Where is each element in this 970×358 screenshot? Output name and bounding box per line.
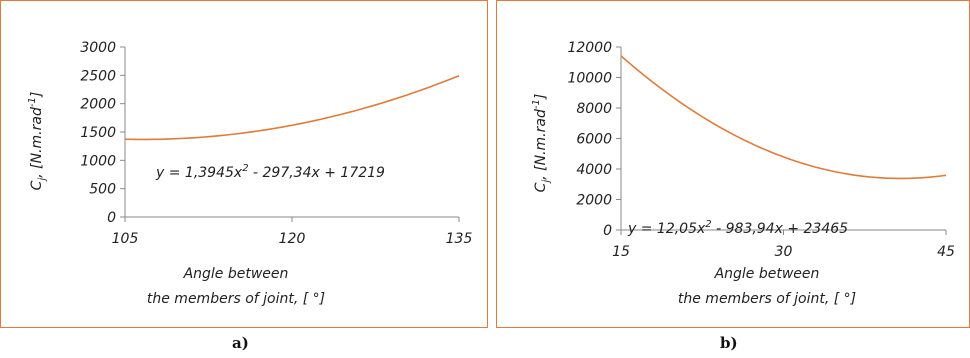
chart-b-y-tick-label: 10000 <box>567 71 612 87</box>
caption-b: b) <box>720 334 738 352</box>
chart-b-y-tick-label: 12000 <box>567 40 612 56</box>
chart-panel-a: 0 500 1000 1500 2000 2500 3000 105 120 135 y = 1… <box>0 0 488 328</box>
chart-a-x-ticks: 105 120 135 <box>112 217 473 247</box>
chart-a-x-tick-label: 105 <box>112 231 139 247</box>
chart-b-svg: 0 2000 4000 6000 8000 10000 12000 15 30 45 y = 1… <box>531 40 955 307</box>
chart-a-y-tick-label: 2000 <box>80 97 116 113</box>
chart-a-y-tick-label: 0 <box>107 210 116 226</box>
chart-b-y-tick-label: 2000 <box>576 193 612 209</box>
chart-a-equation: y = 1,3945x2 - 297,34x + 17219 <box>155 163 385 181</box>
chart-a-x-tick-label: 135 <box>446 231 473 247</box>
chart-a-y-tick-label: 500 <box>89 182 116 198</box>
chart-b-x-tick-label: 15 <box>612 244 630 260</box>
chart-b-axes <box>620 47 946 231</box>
chart-b-series-line <box>620 55 947 180</box>
chart-b-x-ticks: 15 30 45 <box>612 230 955 260</box>
chart-b-y-ticks: 0 2000 4000 6000 8000 10000 12000 <box>567 40 621 239</box>
chart-a-xlabel-line2: the members of joint, [ °] <box>147 291 325 307</box>
chart-a-x-tick-label: 120 <box>279 231 306 247</box>
caption-a: a) <box>232 334 249 352</box>
chart-a-y-tick-label: 1500 <box>80 125 116 141</box>
chart-b-x-tick-label: 45 <box>937 244 955 260</box>
chart-a-series-line <box>124 74 460 141</box>
chart-b-xlabel-line1: Angle between <box>714 266 820 282</box>
chart-b-y-tick-label: 4000 <box>576 162 612 178</box>
chart-a-y-tick-label: 3000 <box>80 40 116 56</box>
chart-b-y-tick-label: 8000 <box>576 101 612 117</box>
chart-panel-b: 0 2000 4000 6000 8000 10000 12000 15 30 45 y = 1… <box>496 0 970 328</box>
chart-b-y-tick-label: 0 <box>603 223 612 239</box>
chart-a-y-tick-label: 1000 <box>80 153 116 169</box>
chart-b-y-tick-label: 6000 <box>576 132 612 148</box>
chart-a-xlabel-line1: Angle between <box>183 266 289 282</box>
chart-a-ylabel: Cj, [N.m.rad-1] <box>27 92 48 191</box>
chart-b-equation: y = 12,05x2 - 983,94x + 23465 <box>627 219 848 237</box>
chart-b-x-tick-label: 30 <box>775 244 793 260</box>
chart-a-y-ticks: 0 500 1000 1500 2000 2500 3000 <box>80 40 125 226</box>
chart-a-axes <box>124 47 459 218</box>
chart-b-ylabel: Cj, [N.m.rad-1] <box>531 94 552 193</box>
chart-a-y-tick-label: 2500 <box>80 68 116 84</box>
chart-b-xlabel-line2: the members of joint, [ °] <box>678 291 856 307</box>
chart-a-svg: 0 500 1000 1500 2000 2500 3000 105 120 135 y = 1… <box>27 40 473 307</box>
